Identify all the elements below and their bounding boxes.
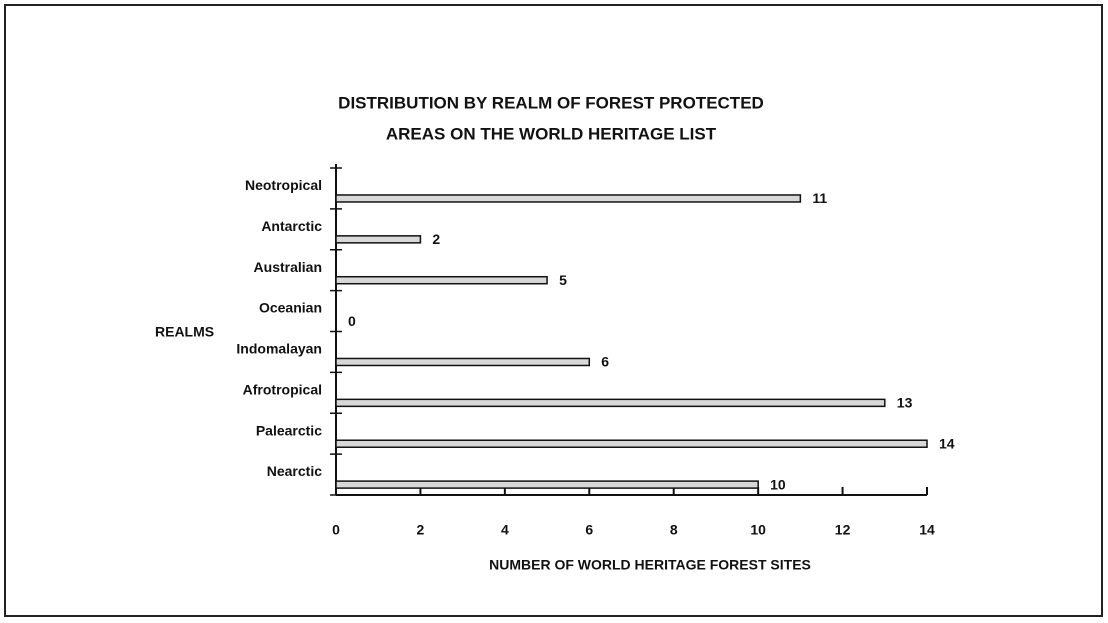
value-label: 5 bbox=[559, 272, 567, 288]
bar bbox=[335, 480, 759, 489]
value-label: 13 bbox=[897, 395, 913, 411]
x-tick-label: 10 bbox=[750, 522, 766, 538]
value-label: 2 bbox=[432, 231, 440, 247]
bar bbox=[335, 398, 886, 408]
bar bbox=[335, 235, 422, 244]
value-label: 0 bbox=[348, 313, 356, 329]
x-axis-label: NUMBER OF WORLD HERITAGE FOREST SITES bbox=[489, 557, 811, 573]
y-tick-label: Oceanian bbox=[259, 300, 322, 316]
y-tick-label: Indomalayan bbox=[236, 341, 322, 357]
x-tick-label: 0 bbox=[332, 522, 340, 538]
y-tick-label: Australian bbox=[254, 259, 322, 275]
chart-title: AREAS ON THE WORLD HERITAGE LIST bbox=[386, 124, 717, 143]
x-tick-label: 12 bbox=[835, 522, 851, 538]
value-label: 6 bbox=[601, 354, 609, 370]
value-label: 10 bbox=[770, 476, 786, 492]
x-tick-label: 6 bbox=[585, 522, 593, 538]
x-tick-label: 8 bbox=[670, 522, 678, 538]
x-tick-label: 14 bbox=[919, 522, 935, 538]
chart-title: DISTRIBUTION BY REALM OF FOREST PROTECTE… bbox=[338, 93, 764, 112]
value-label: 11 bbox=[812, 190, 827, 206]
y-tick-label: Palearctic bbox=[256, 422, 322, 438]
y-tick-label: Neotropical bbox=[245, 177, 322, 193]
y-tick-label: Nearctic bbox=[267, 463, 322, 479]
y-tick-label: Antarctic bbox=[261, 218, 322, 234]
bar bbox=[335, 357, 591, 367]
bar bbox=[335, 194, 802, 203]
bar bbox=[335, 275, 548, 285]
y-axis-label: REALMS bbox=[155, 324, 214, 340]
bar bbox=[335, 439, 928, 448]
x-tick-label: 2 bbox=[417, 522, 425, 538]
y-tick-label: Afrotropical bbox=[243, 381, 322, 397]
value-label: 14 bbox=[939, 435, 955, 451]
frame bbox=[4, 4, 1103, 617]
x-tick-label: 4 bbox=[501, 522, 509, 538]
